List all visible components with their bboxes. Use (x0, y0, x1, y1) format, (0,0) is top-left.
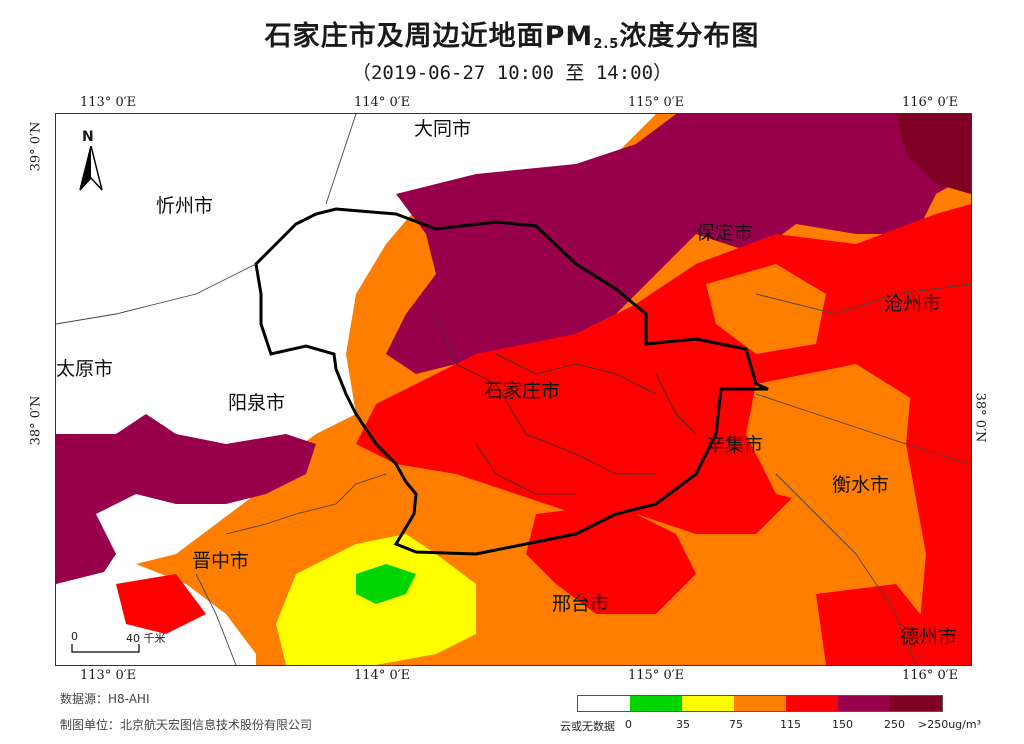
map-title: 石家庄市及周边近地面PM2.5浓度分布图 (264, 21, 760, 52)
lon-label-top-113: 113° 0′E (80, 95, 137, 110)
legend-swatch-nodata (578, 696, 630, 711)
legend-break-over-250: >250ug/m³ (918, 718, 981, 731)
pm25-map: N 大同市 忻州市 保定市 沧州市 太原市 阳泉市 石家庄市 辛集市 衡水市 晋… (55, 113, 972, 666)
legend-swatch-35-75 (682, 696, 734, 711)
lat-label-left-38: 38° 0′N (28, 395, 44, 446)
city-label-shijiazhuang: 石家庄市 (484, 380, 561, 402)
lon-label-bottom-116: 116° 0′E (902, 668, 959, 683)
lat-label-right-38: 38° 0′N (972, 392, 988, 443)
city-label-hengshui: 衡水市 (832, 474, 890, 496)
lon-label-top-116: 116° 0′E (902, 95, 959, 110)
scale-end-label: 40 千米 (126, 632, 166, 645)
lon-label-top-114: 114° 0′E (354, 95, 411, 110)
legend-swatch-150-250 (838, 696, 890, 711)
city-label-cangzhou: 沧州市 (884, 293, 942, 315)
north-arrow-icon (79, 146, 103, 191)
legend-swatch-115-150 (786, 696, 838, 711)
legend-break-115: 115 (780, 718, 801, 731)
legend-break-75: 75 (729, 718, 743, 731)
legend-break-35: 35 (676, 718, 690, 731)
city-label-baoding: 保定市 (696, 222, 754, 244)
legend-swatch-over-250 (890, 696, 942, 711)
lon-label-bottom-113: 113° 0′E (80, 668, 137, 683)
lon-label-bottom-114: 114° 0′E (354, 668, 411, 683)
scale-bar (71, 644, 140, 653)
city-label-taiyuan: 太原市 (56, 358, 114, 380)
north-arrow-label: N (82, 129, 94, 145)
legend-break-0: 0 (625, 718, 632, 731)
lon-label-top-115: 115° 0′E (628, 95, 685, 110)
map-subtitle: （2019-06-27 10:00 至 14:00） (351, 62, 673, 84)
city-label-jinzhong: 晋中市 (192, 550, 250, 572)
producer: 制图单位：北京航天宏图信息技术股份有限公司 (60, 718, 313, 732)
legend-break-150: 150 (832, 718, 853, 731)
lon-label-bottom-115: 115° 0′E (628, 668, 685, 683)
data-source: 数据源：H8-AHI (60, 692, 150, 706)
lat-label-left-39: 39° 0′N (28, 121, 44, 172)
scale-start-label: 0 (71, 630, 78, 643)
legend-colorbar (577, 695, 943, 712)
legend-swatch-0-35 (630, 696, 682, 711)
city-label-yangquan: 阳泉市 (228, 392, 286, 414)
pm25-raster (56, 114, 971, 665)
legend-break-250: 250 (884, 718, 905, 731)
city-label-datong: 大同市 (414, 118, 472, 140)
city-label-dezhou: 德州市 (900, 626, 958, 648)
legend-nodata-label: 云或无数据 (560, 720, 615, 733)
city-label-xinji: 辛集市 (706, 434, 764, 456)
city-label-xinzhou: 忻州市 (156, 195, 214, 217)
legend-swatch-75-115 (734, 696, 786, 711)
city-label-xingtai: 邢台市 (552, 593, 610, 615)
